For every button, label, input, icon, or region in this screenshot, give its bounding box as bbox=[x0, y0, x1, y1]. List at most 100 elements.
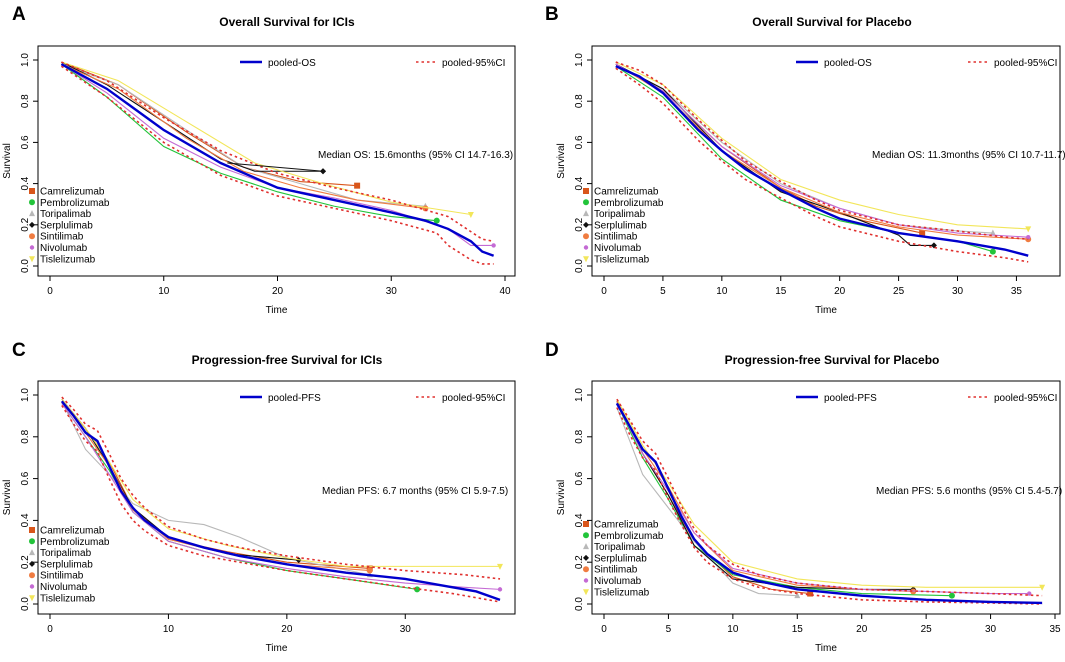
y-tick-label: 0.4 bbox=[574, 513, 585, 527]
legend-drug-label: Sintilimab bbox=[40, 571, 84, 582]
x-tick-label: 10 bbox=[716, 286, 728, 297]
legend-drug-label: Pembrolizumab bbox=[40, 537, 110, 548]
y-tick-label: 0.2 bbox=[574, 555, 585, 569]
legend-drug-label: Tislelizumab bbox=[40, 593, 96, 604]
legend-drug-marker bbox=[583, 188, 589, 194]
ci-curve-lower bbox=[615, 67, 1029, 263]
legend-drug-label: Camrelizumab bbox=[40, 526, 105, 537]
y-tick-label: 0.2 bbox=[574, 217, 585, 231]
y-tick-label: 0.8 bbox=[574, 429, 585, 443]
x-axis-label: Time bbox=[815, 305, 837, 316]
legend-drug-marker bbox=[29, 233, 35, 240]
x-tick-label: 30 bbox=[985, 624, 997, 635]
curve-toripalimab bbox=[61, 401, 370, 576]
panel-c: C Progression-free Survival for ICIs 0 10 20… bbox=[2, 340, 516, 654]
y-tick-label: 0.0 bbox=[574, 259, 585, 273]
x-axis-label: Time bbox=[266, 643, 288, 654]
legend-drug-marker bbox=[583, 521, 589, 527]
x-tick-label: 10 bbox=[163, 624, 175, 635]
curve-sintilimab bbox=[61, 63, 426, 209]
x-tick-label: 10 bbox=[158, 286, 170, 297]
legend-drug-label: Nivolumab bbox=[594, 243, 642, 254]
x-tick-label: 10 bbox=[727, 624, 739, 635]
panel-letter: C bbox=[12, 340, 26, 361]
end-marker-nivolumab bbox=[497, 587, 503, 592]
legend-pooled-label: pooled-PFS bbox=[268, 393, 321, 404]
y-tick-label: 0.2 bbox=[20, 555, 31, 569]
end-marker-pembrolizumab bbox=[948, 592, 955, 599]
legend-drug-marker bbox=[29, 527, 35, 533]
y-tick-label: 0.4 bbox=[20, 176, 31, 190]
y-tick-label: 0.6 bbox=[574, 135, 585, 149]
x-tick-label: 5 bbox=[666, 624, 672, 635]
y-tick-label: 0.0 bbox=[20, 259, 31, 273]
end-marker-camrelizumab bbox=[354, 182, 361, 189]
legend-drug-marker bbox=[583, 566, 589, 573]
x-tick-label: 35 bbox=[1011, 286, 1023, 297]
legend-drug-label: Toripalimab bbox=[40, 548, 92, 559]
end-marker-sintilimab bbox=[366, 567, 373, 574]
plot-frame bbox=[591, 45, 1061, 277]
legend-drug-marker bbox=[583, 532, 589, 539]
x-tick-label: 30 bbox=[952, 286, 964, 297]
pooled-curve bbox=[615, 65, 1029, 257]
legend-drug-label: Sintilimab bbox=[594, 232, 638, 243]
y-tick-label: 0.8 bbox=[574, 94, 585, 108]
y-tick-label: 0.4 bbox=[20, 513, 31, 527]
chart-title: Progression-free Survival for ICIs bbox=[192, 353, 383, 367]
curve-nivolumab bbox=[616, 403, 1030, 595]
legend-drug-label: Camrelizumab bbox=[40, 187, 105, 198]
x-tick-label: 20 bbox=[272, 286, 284, 297]
legend-drug-marker bbox=[583, 589, 589, 596]
x-tick-label: 30 bbox=[400, 624, 412, 635]
legend-drug-marker bbox=[29, 595, 35, 602]
ci-curve-upper bbox=[616, 398, 1043, 597]
end-marker-nivolumab bbox=[1026, 234, 1031, 240]
y-tick-label: 0.6 bbox=[574, 471, 585, 485]
y-tick-label: 0.4 bbox=[574, 176, 585, 190]
legend-ci-label: pooled-95%CI bbox=[442, 58, 505, 69]
legend-drug-marker bbox=[29, 188, 35, 194]
curve-pembrolizumab bbox=[616, 403, 952, 597]
y-tick-label: 1.0 bbox=[20, 388, 31, 402]
legend-drug-marker bbox=[583, 578, 589, 583]
end-marker-tislelizumab bbox=[1025, 226, 1032, 233]
legend-ci-label: pooled-95%CI bbox=[994, 58, 1057, 69]
y-axis-label: Survival bbox=[2, 143, 13, 179]
legend-drug-label: Toripalimab bbox=[594, 542, 646, 553]
x-tick-label: 20 bbox=[834, 286, 846, 297]
curve-tislelizumab bbox=[61, 61, 471, 216]
curve-tislelizumab bbox=[61, 398, 500, 567]
ci-curve-lower bbox=[61, 405, 501, 603]
end-marker-tislelizumab bbox=[467, 212, 474, 218]
x-tick-label: 5 bbox=[660, 286, 666, 297]
legend-drug-marker bbox=[583, 221, 589, 228]
curve-camrelizumab bbox=[616, 401, 811, 595]
x-tick-label: 0 bbox=[47, 286, 53, 297]
end-marker-toripalimab bbox=[989, 229, 996, 236]
end-marker-camrelizumab bbox=[919, 230, 926, 237]
legend-drug-marker bbox=[583, 245, 589, 250]
plot-frame bbox=[37, 45, 516, 277]
panel-letter: D bbox=[545, 340, 559, 361]
y-tick-label: 0.0 bbox=[20, 597, 31, 611]
legend-drug-label: Nivolumab bbox=[40, 582, 88, 593]
legend-pooled-label: pooled-OS bbox=[268, 58, 316, 69]
plot-frame bbox=[37, 380, 516, 615]
legend-drug-label: Camrelizumab bbox=[594, 187, 659, 198]
legend-pooled-label: pooled-OS bbox=[824, 58, 872, 69]
legend-drug-label: Serplulimab bbox=[40, 559, 93, 570]
end-marker-camrelizumab bbox=[807, 590, 814, 597]
legend-drug-marker bbox=[583, 210, 589, 217]
legend-drug-marker bbox=[29, 584, 35, 589]
legend-drug-marker bbox=[583, 233, 589, 240]
chart-title: Overall Survival for ICIs bbox=[219, 15, 355, 29]
curve-toripalimab bbox=[616, 407, 798, 597]
x-tick-label: 25 bbox=[893, 286, 905, 297]
legend-pooled-label: pooled-PFS bbox=[824, 393, 877, 404]
legend-ci-label: pooled-95%CI bbox=[442, 393, 505, 404]
legend-drug-label: Serplulimab bbox=[40, 220, 93, 231]
curve-nivolumab bbox=[615, 63, 1029, 238]
x-tick-label: 15 bbox=[775, 286, 787, 297]
